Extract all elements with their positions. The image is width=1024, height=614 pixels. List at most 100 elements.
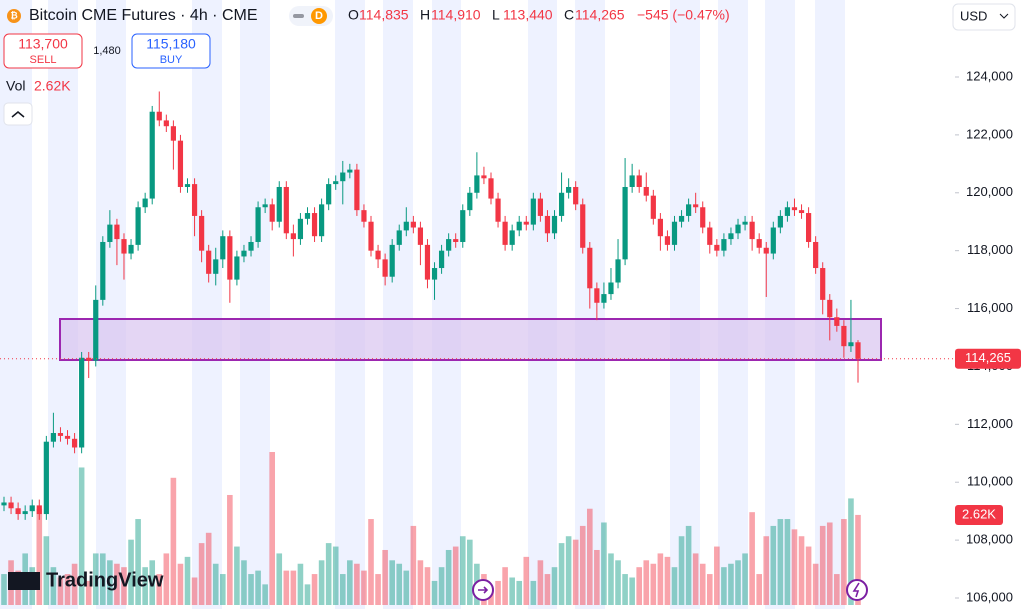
ohlc-key: O <box>348 7 359 23</box>
volume-bar <box>269 452 275 605</box>
volume-bar <box>678 536 685 605</box>
ohlc-legend: O 114,835 H 114,910 L 113,440 C 114,265 <box>348 7 625 23</box>
currency[interactable]: USD <box>960 8 987 23</box>
volume-bar <box>685 525 692 605</box>
candle-body <box>170 126 176 141</box>
candle-body <box>530 198 536 225</box>
volume-bar <box>92 553 99 605</box>
volume-bar <box>692 553 699 605</box>
volume-bar <box>227 494 233 605</box>
candle-body <box>622 186 628 260</box>
candle-body <box>629 175 635 187</box>
volume-bar <box>587 508 593 605</box>
vol-value: 2.62K <box>34 78 71 94</box>
volume-bar <box>608 553 614 605</box>
session-band <box>670 0 700 609</box>
candle-body <box>573 186 579 205</box>
volume-bar <box>834 574 840 605</box>
candle-body <box>57 433 64 436</box>
spread: 1,480 <box>93 45 121 57</box>
session-band <box>528 0 557 609</box>
candle-body <box>199 215 205 251</box>
currency-button[interactable] <box>952 3 1016 31</box>
candle-body <box>650 195 656 219</box>
candle-body <box>431 268 438 280</box>
candle-body <box>262 204 268 208</box>
y-tick-label: 120,000 <box>966 184 1013 199</box>
volume-bar <box>459 536 466 605</box>
candle-body <box>544 215 551 234</box>
candle-body <box>361 210 367 222</box>
candle-body <box>594 288 600 303</box>
candle-body <box>403 221 409 231</box>
volume-bar <box>78 467 85 605</box>
volume-bar <box>636 567 643 605</box>
sell-price[interactable]: 113,700 <box>18 36 68 52</box>
ohlc-key: L <box>492 7 500 23</box>
volume-bar <box>361 570 367 605</box>
volume-bar <box>368 519 374 605</box>
volume-bar <box>219 574 226 605</box>
candle-body <box>438 250 445 269</box>
candle-body <box>798 210 805 214</box>
volume-bar <box>262 584 268 605</box>
candle-body <box>142 198 148 208</box>
candle-body <box>248 241 254 251</box>
candle-body <box>15 508 21 515</box>
candle-body <box>474 175 480 193</box>
brand: TradingView <box>46 569 164 591</box>
volume-bar <box>537 560 544 605</box>
volume-bar <box>798 536 805 605</box>
symbol-title: Bitcoin CME Futures · 4h · CME <box>29 7 258 24</box>
volume-bar <box>699 563 706 605</box>
candle-body <box>163 120 169 127</box>
volume-bar <box>657 553 664 605</box>
candle-body <box>615 259 621 283</box>
volume-bar <box>332 546 339 605</box>
session-band <box>335 0 365 609</box>
candle-body <box>643 186 649 196</box>
candle-body <box>488 178 494 199</box>
sell-label[interactable]: SELL <box>30 54 57 66</box>
volume-bar <box>396 563 403 605</box>
volume-bar <box>389 560 395 605</box>
candle-body <box>79 357 85 448</box>
candle-body <box>128 244 134 254</box>
candle-body <box>311 213 318 237</box>
volume-bar <box>601 522 607 605</box>
currency-caret <box>999 13 1009 19</box>
session-band <box>240 0 270 609</box>
volume-bar <box>791 529 798 605</box>
candle-body <box>304 213 311 219</box>
volume-bar <box>558 543 565 605</box>
badge-dot <box>311 8 327 24</box>
volume-bar <box>777 519 784 605</box>
ohlc-value: 114,835 <box>359 7 409 23</box>
volume-bar <box>509 577 515 605</box>
volume-bar <box>819 525 826 605</box>
volume-bar <box>290 570 297 605</box>
buy-button[interactable] <box>131 33 211 69</box>
volume-bar <box>431 580 438 605</box>
event-marker[interactable] <box>846 579 868 601</box>
volume-bar <box>1 574 7 605</box>
buy-price[interactable]: 115,180 <box>146 36 196 52</box>
candle-body <box>467 192 473 211</box>
volume-bar <box>128 539 134 605</box>
candle-body <box>206 250 212 274</box>
volume-bar <box>64 574 71 605</box>
collapse-button[interactable] <box>3 102 33 126</box>
candle-body <box>297 218 304 240</box>
volume-bar <box>177 563 184 605</box>
candle-body <box>460 210 466 242</box>
candle-body <box>777 215 783 228</box>
volume-bar <box>728 563 734 605</box>
volume-bar <box>276 553 283 605</box>
volume-bar <box>347 560 353 605</box>
candle-body <box>763 247 769 254</box>
volume-bar <box>212 563 219 605</box>
buy-label[interactable]: BUY <box>160 54 183 66</box>
volume-bar <box>812 563 819 605</box>
volume-bar <box>43 536 50 605</box>
sell-button[interactable] <box>3 33 83 69</box>
